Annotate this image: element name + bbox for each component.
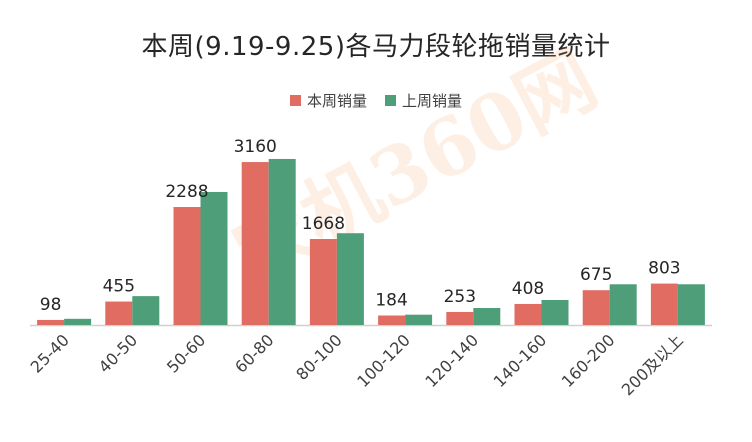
x-tick-label-40-50: 40-50	[95, 330, 141, 376]
x-tick-label-60-80: 60-80	[231, 330, 277, 376]
chart-title: 本周(9.19-9.25)各马力段轮拖销量统计	[141, 32, 611, 62]
data-label-160-200: 675	[580, 265, 612, 285]
x-tick-label-50-60: 50-60	[163, 330, 209, 376]
bar-last-week-120-140	[473, 307, 501, 325]
x-tick-label-140-160: 140-160	[490, 330, 551, 391]
bar-this-week-140-160	[514, 303, 542, 325]
bar-this-week-160-200	[582, 290, 610, 325]
x-tick-label-120-140: 120-140	[421, 330, 482, 391]
legend-item-last-week: 上周销量	[385, 90, 462, 111]
x-tick-label-80-100: 80-100	[292, 330, 346, 384]
bar-last-week-25-40	[64, 318, 92, 325]
bar-last-week-200及以上	[677, 284, 705, 325]
x-tick-label-25-40: 25-40	[27, 330, 73, 376]
legend-item-this-week: 本周销量	[289, 90, 367, 111]
data-label-50-60: 2288	[165, 182, 208, 202]
bar-this-week-25-40	[37, 319, 65, 325]
data-label-25-40: 98	[40, 295, 62, 315]
bar-last-week-100-120	[405, 314, 433, 325]
bar-this-week-50-60	[173, 207, 201, 325]
bar-this-week-60-80	[241, 162, 269, 325]
bar-this-week-200及以上	[650, 283, 678, 325]
legend-swatch-last-week	[385, 95, 396, 106]
legend-label-this-week: 本周销量	[306, 92, 367, 110]
x-tick-label-160-200: 160-200	[558, 330, 619, 391]
x-tick-label-100-120: 100-120	[353, 330, 414, 391]
bar-this-week-120-140	[446, 311, 474, 325]
legend-swatch-this-week	[289, 95, 301, 106]
bar-last-week-50-60	[200, 191, 228, 325]
bar-last-week-160-200	[609, 284, 637, 325]
data-label-40-50: 455	[103, 277, 135, 297]
x-tick-label-200及以上: 200及以上	[618, 330, 687, 399]
bar-this-week-100-120	[378, 315, 406, 325]
legend: 本周销量 上周销量	[0, 90, 752, 111]
bar-last-week-40-50	[132, 296, 160, 325]
legend-label-last-week: 上周销量	[402, 92, 463, 110]
data-label-200及以上: 803	[648, 259, 680, 279]
data-label-120-140: 253	[444, 287, 476, 307]
bar-this-week-40-50	[105, 301, 133, 325]
bar-last-week-60-80	[268, 158, 296, 325]
data-label-60-80: 3160	[234, 137, 277, 157]
bar-last-week-80-100	[336, 233, 364, 325]
data-label-80-100: 1668	[302, 214, 345, 234]
bar-this-week-80-100	[309, 238, 337, 325]
bar-last-week-140-160	[541, 299, 569, 325]
data-label-100-120: 184	[375, 291, 407, 311]
data-label-140-160: 408	[512, 279, 544, 299]
